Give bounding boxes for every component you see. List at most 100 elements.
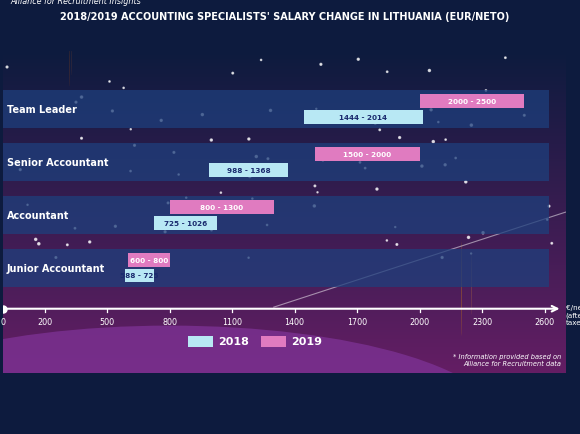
Point xyxy=(16,167,25,174)
Point xyxy=(313,189,322,196)
Point xyxy=(70,225,79,232)
Point xyxy=(111,223,120,230)
Point xyxy=(417,163,426,170)
Point xyxy=(198,112,207,119)
Point xyxy=(310,183,320,190)
Point xyxy=(85,239,95,246)
Point xyxy=(245,174,255,181)
Point xyxy=(390,224,400,231)
Point xyxy=(252,154,261,161)
Text: 988 - 1368: 988 - 1368 xyxy=(227,168,270,174)
Text: Senior Accountant: Senior Accountant xyxy=(6,158,108,168)
FancyBboxPatch shape xyxy=(209,164,288,178)
Text: Junior Accountant: Junior Accountant xyxy=(6,263,105,273)
Text: 1100: 1100 xyxy=(222,317,242,326)
FancyBboxPatch shape xyxy=(3,196,549,234)
Text: 500: 500 xyxy=(100,317,115,326)
Point xyxy=(316,62,325,69)
Text: 1400: 1400 xyxy=(285,317,304,326)
Text: 1500 - 2000: 1500 - 2000 xyxy=(343,152,392,158)
FancyBboxPatch shape xyxy=(316,148,420,161)
Point xyxy=(545,203,554,210)
Text: 725 - 1026: 725 - 1026 xyxy=(164,220,207,226)
Point xyxy=(520,112,529,119)
Point xyxy=(441,137,450,144)
Point xyxy=(63,242,72,249)
Point xyxy=(266,108,275,115)
Text: 2018/2019 ACCOUNTING SPECIALISTS' SALARY CHANGE IN LITHUANIA (EUR/NETO): 2018/2019 ACCOUNTING SPECIALISTS' SALARY… xyxy=(60,12,509,22)
FancyBboxPatch shape xyxy=(304,111,423,125)
Point xyxy=(174,171,183,178)
Text: 0: 0 xyxy=(1,317,5,326)
Point xyxy=(2,64,12,71)
Point xyxy=(354,56,363,63)
Point xyxy=(436,95,445,102)
Point xyxy=(371,120,380,127)
Point xyxy=(429,139,438,146)
Text: 2019: 2019 xyxy=(292,337,322,347)
Point xyxy=(372,186,382,193)
Point xyxy=(244,136,253,143)
Point xyxy=(105,79,114,86)
Point xyxy=(228,70,237,77)
Point xyxy=(126,168,135,175)
Point xyxy=(216,190,226,197)
Point xyxy=(311,106,321,113)
Point xyxy=(466,250,476,257)
Text: 2000 - 2500: 2000 - 2500 xyxy=(448,99,496,105)
Point xyxy=(261,164,270,171)
FancyBboxPatch shape xyxy=(261,336,287,348)
Point xyxy=(161,229,170,236)
Point xyxy=(461,179,470,186)
FancyBboxPatch shape xyxy=(188,336,213,348)
Point xyxy=(31,237,41,243)
FancyBboxPatch shape xyxy=(3,144,549,181)
Point xyxy=(356,159,365,166)
Point xyxy=(77,135,86,142)
Point xyxy=(374,157,383,164)
FancyBboxPatch shape xyxy=(420,95,524,109)
Point xyxy=(451,155,461,162)
Point xyxy=(248,196,257,203)
FancyBboxPatch shape xyxy=(3,91,549,129)
Point xyxy=(464,234,473,241)
Point xyxy=(263,156,273,163)
Point xyxy=(425,68,434,75)
Point xyxy=(23,202,32,209)
Point xyxy=(126,126,135,133)
Point xyxy=(547,240,556,247)
Point xyxy=(439,97,448,104)
Text: * Information provided based on
Alliance for Recruitment data: * Information provided based on Alliance… xyxy=(453,354,561,367)
Point xyxy=(440,162,450,169)
FancyBboxPatch shape xyxy=(169,201,274,214)
Point xyxy=(395,135,404,142)
FancyBboxPatch shape xyxy=(3,249,549,287)
Point xyxy=(542,217,552,224)
Point xyxy=(382,237,392,244)
Point xyxy=(77,94,86,101)
Point xyxy=(361,165,370,172)
Point xyxy=(383,69,392,76)
Text: 800 - 1300: 800 - 1300 xyxy=(200,204,243,210)
FancyBboxPatch shape xyxy=(154,216,217,230)
Text: 2300: 2300 xyxy=(472,317,492,326)
Point xyxy=(119,85,128,92)
Point xyxy=(169,150,179,157)
Text: 200: 200 xyxy=(37,317,52,326)
FancyBboxPatch shape xyxy=(125,269,154,283)
Point xyxy=(157,118,166,125)
Point xyxy=(501,55,510,62)
Point xyxy=(164,200,173,207)
Text: 588 - 725: 588 - 725 xyxy=(121,273,159,279)
Point xyxy=(108,108,117,115)
Text: Team Leader: Team Leader xyxy=(6,105,77,115)
Point xyxy=(375,127,385,134)
Point xyxy=(437,254,447,261)
Point xyxy=(310,203,319,210)
Text: 2018: 2018 xyxy=(219,337,249,347)
Point xyxy=(478,230,488,237)
Point xyxy=(130,142,139,149)
Point xyxy=(71,99,81,106)
Text: 2600: 2600 xyxy=(535,317,554,326)
Point xyxy=(434,119,443,126)
